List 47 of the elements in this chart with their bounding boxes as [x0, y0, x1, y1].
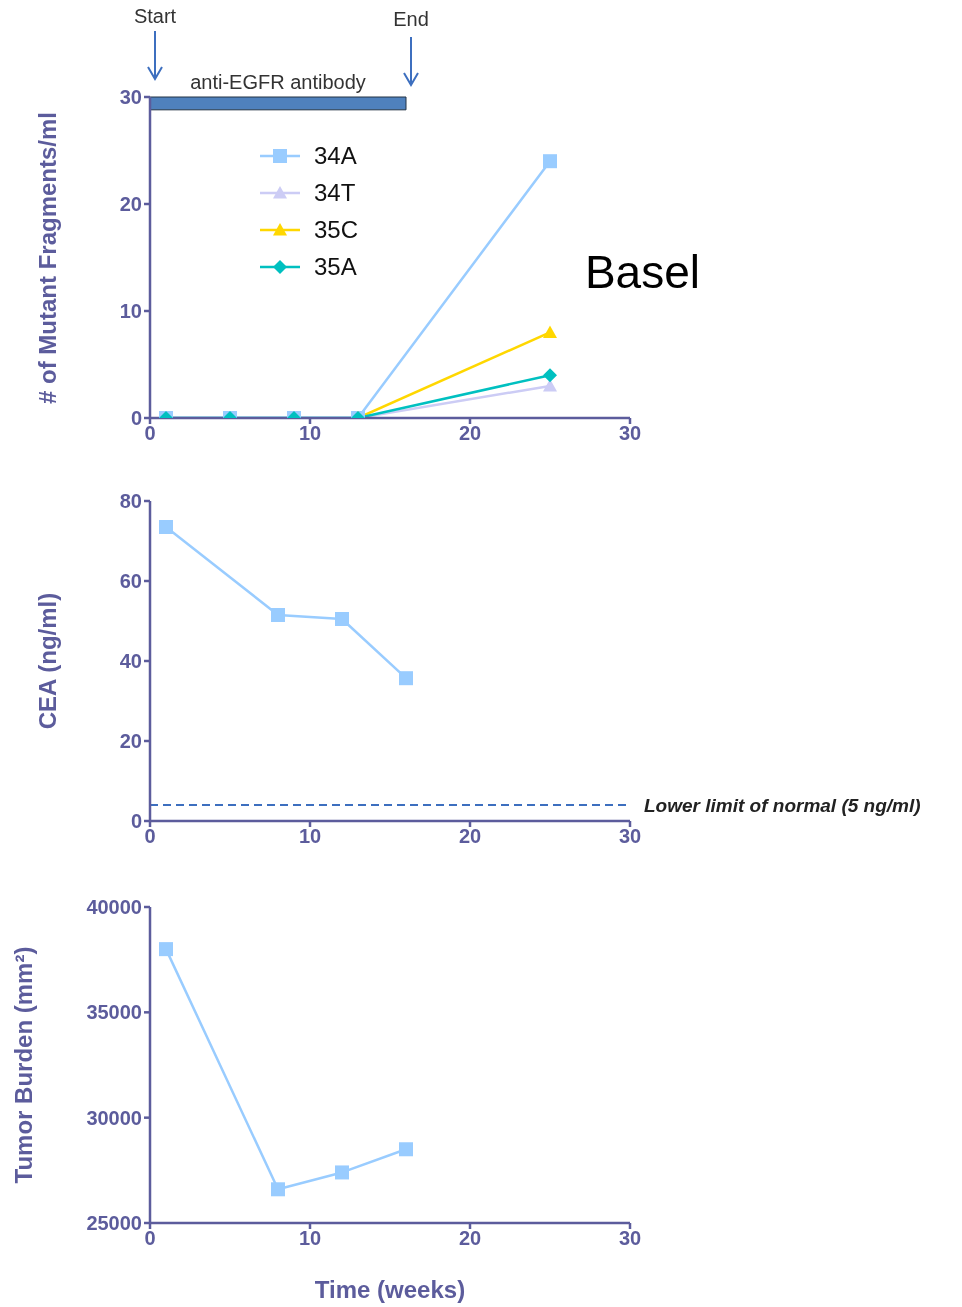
y-tick-label: 0	[130, 407, 142, 430]
y-tick-label: 10	[119, 300, 142, 323]
legend-label: 35A	[314, 252, 357, 281]
y-axis-title: CEA (ng/ml)	[34, 592, 62, 730]
x-tick-label: 0	[144, 825, 156, 848]
y-tick-label: 60	[119, 570, 142, 593]
y-tick-label: 40	[119, 650, 142, 673]
legend-label: 35C	[314, 215, 359, 244]
y-axis-title: # of Mutant Fragments/ml	[34, 111, 62, 404]
point	[159, 520, 173, 534]
text: Start	[132, 5, 178, 28]
x-tick-label: 30	[618, 422, 642, 445]
point	[399, 1142, 413, 1157]
point	[399, 671, 413, 686]
band-label: anti-EGFR antibody	[189, 71, 367, 94]
y-tick-label: 25000	[86, 1212, 142, 1235]
y-tick-label: 0	[130, 810, 142, 833]
y-axis-title: Tumor Burden (mm²)	[10, 946, 38, 1184]
y-tick-label: 30000	[86, 1106, 142, 1129]
legend-label: 34T	[314, 178, 356, 207]
x-tick-label: 0	[144, 1227, 156, 1250]
y-tick-label: 80	[119, 490, 142, 513]
y-tick-label: 30	[119, 86, 142, 109]
y-tick-label: 20	[119, 193, 142, 216]
x-tick-label: 10	[298, 1227, 322, 1250]
point	[543, 154, 557, 169]
point	[271, 608, 285, 622]
x-tick-label: 10	[298, 825, 322, 848]
x-tick-label: 20	[458, 422, 482, 445]
x-tick-label: 20	[458, 825, 482, 848]
y-tick-label: 20	[119, 730, 142, 753]
point	[335, 612, 349, 626]
legend-label: 34A	[314, 141, 357, 170]
x-tick-label: 30	[618, 1227, 642, 1250]
annotation: Basel	[584, 245, 700, 299]
point	[159, 942, 173, 957]
point	[335, 1165, 349, 1180]
x-tick-label: 0	[144, 422, 156, 445]
text: End	[392, 8, 430, 31]
x-tick-label: 20	[458, 1227, 482, 1250]
ref-line-label: Lower limit of normal (5 ng/ml)	[644, 794, 921, 816]
point	[271, 1182, 285, 1197]
x-axis-title: Time (weeks)	[314, 1276, 466, 1303]
x-tick-label: 30	[618, 825, 642, 848]
y-tick-label: 40000	[86, 896, 142, 919]
x-tick-label: 10	[298, 422, 322, 445]
y-tick-label: 35000	[86, 1001, 142, 1024]
